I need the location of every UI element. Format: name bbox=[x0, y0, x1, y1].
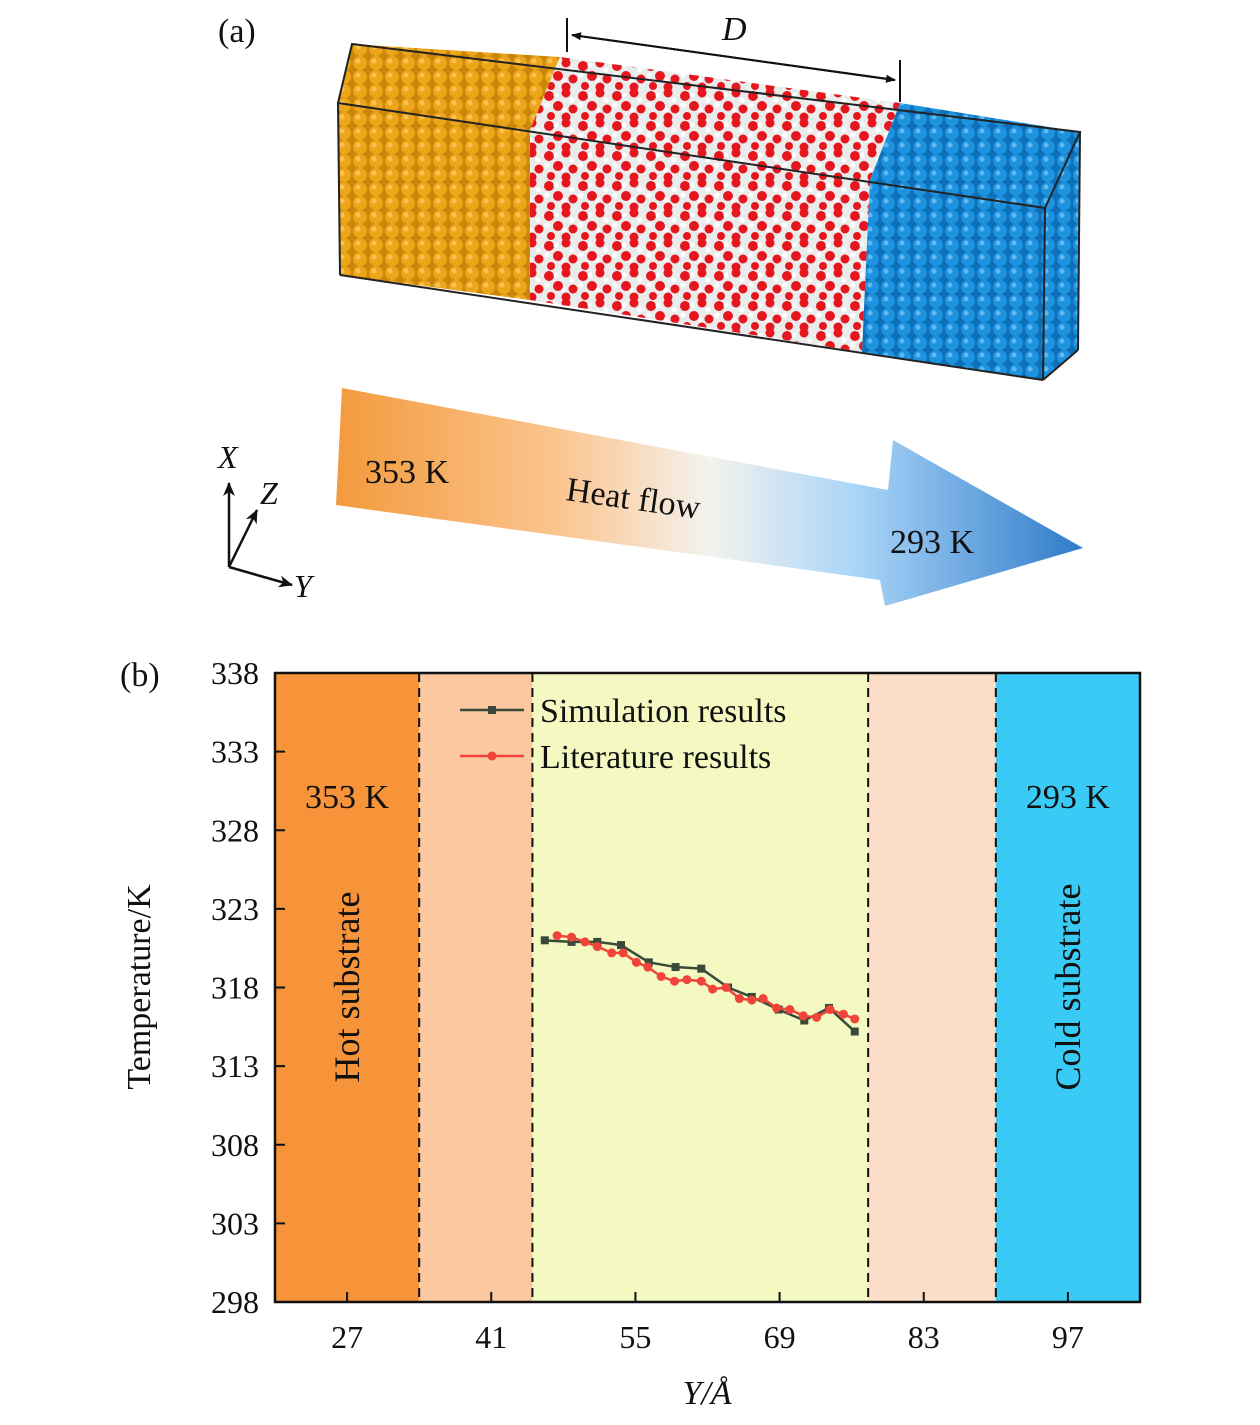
y-tick-label: 303 bbox=[211, 1205, 259, 1241]
data-point bbox=[850, 1027, 859, 1036]
cold-substrate-atoms bbox=[862, 103, 1080, 380]
regions: 353 K Hot substrate 293 K Cold substrate bbox=[275, 673, 1140, 1302]
legend-label: Literature results bbox=[540, 739, 771, 776]
legend-marker bbox=[487, 751, 497, 761]
y-tick-label: 338 bbox=[211, 655, 259, 691]
panel-b: (b) 353 K Hot substrate 293 K Cold substrat… bbox=[120, 655, 1142, 1412]
data-point bbox=[631, 957, 641, 967]
data-point bbox=[593, 937, 602, 946]
data-point bbox=[644, 958, 653, 967]
data-point bbox=[643, 962, 653, 972]
data-point bbox=[697, 964, 706, 973]
y-tick-label: 323 bbox=[211, 891, 259, 927]
series-layer bbox=[540, 931, 860, 1036]
cold-temp-label: 293 K bbox=[890, 524, 975, 561]
data-point bbox=[798, 1011, 808, 1021]
y-axis-label: Temperature/K bbox=[121, 884, 158, 1090]
axis-x-label: X bbox=[216, 439, 239, 475]
heat-flow-arrow: 353 K Heat flow 293 K bbox=[336, 388, 1083, 606]
region-band bbox=[868, 673, 996, 1302]
panel-a: (a) D 353 K Heat flow 293 K bbox=[216, 11, 1083, 606]
data-point bbox=[580, 937, 590, 947]
ticks: 27 41 55 69 83 97 298 303 308 313 318 323 328 333 338 bbox=[211, 655, 1084, 1355]
panel-a-label: (a) bbox=[218, 13, 256, 50]
data-point bbox=[838, 1009, 848, 1019]
region-band bbox=[532, 673, 869, 1302]
data-point bbox=[812, 1012, 822, 1022]
data-point bbox=[771, 1003, 781, 1013]
axes-triad: X Z Y bbox=[216, 439, 315, 604]
y-tick-label: 313 bbox=[211, 1048, 259, 1084]
data-point bbox=[734, 994, 744, 1004]
y-tick-label: 328 bbox=[211, 812, 259, 848]
data-point bbox=[785, 1005, 795, 1015]
data-point bbox=[670, 976, 680, 986]
region-temp-label: 293 K bbox=[1026, 779, 1111, 816]
data-point bbox=[825, 1005, 835, 1015]
data-point bbox=[758, 994, 768, 1004]
hot-substrate-atoms bbox=[338, 44, 560, 300]
data-point bbox=[592, 942, 602, 952]
data-point bbox=[671, 963, 680, 972]
data-point bbox=[607, 948, 617, 958]
water-atoms bbox=[530, 57, 900, 352]
data-point bbox=[617, 941, 625, 950]
data-point bbox=[682, 975, 692, 985]
region-temp-label: 353 K bbox=[305, 779, 390, 816]
distance-marker: D bbox=[566, 11, 901, 102]
data-point bbox=[747, 995, 757, 1005]
hot-temp-label: 353 K bbox=[365, 454, 450, 491]
axis-y-label: Y bbox=[294, 568, 315, 604]
simulation-box bbox=[336, 42, 1082, 381]
region-band bbox=[275, 673, 420, 1302]
data-point bbox=[696, 976, 706, 986]
y-tick-label: 333 bbox=[211, 734, 259, 770]
y-tick-label: 298 bbox=[211, 1284, 259, 1320]
y-tick-label: 318 bbox=[211, 970, 259, 1006]
x-tick-label: 69 bbox=[764, 1319, 796, 1355]
data-point bbox=[656, 971, 666, 981]
x-tick-label: 55 bbox=[619, 1319, 651, 1355]
x-tick-label: 41 bbox=[475, 1319, 507, 1355]
data-point bbox=[721, 983, 731, 992]
x-tick-label: 27 bbox=[331, 1319, 363, 1355]
x-tick-label: 83 bbox=[908, 1319, 940, 1355]
region-label: Hot substrate bbox=[327, 892, 367, 1083]
region-label: Cold substrate bbox=[1048, 884, 1088, 1091]
distance-label: D bbox=[721, 11, 747, 48]
data-point bbox=[850, 1014, 860, 1024]
data-point bbox=[552, 931, 562, 941]
legend-marker bbox=[488, 706, 496, 714]
data-point bbox=[540, 936, 549, 945]
y-tick-label: 308 bbox=[211, 1127, 259, 1163]
x-axis-label: Y/Å bbox=[682, 1375, 731, 1412]
panel-b-label: (b) bbox=[120, 657, 160, 694]
axis-z-label: Z bbox=[260, 475, 279, 511]
legend: Simulation results Literature results bbox=[460, 693, 787, 776]
x-tick-label: 97 bbox=[1052, 1319, 1084, 1355]
data-point bbox=[567, 932, 577, 942]
legend-label: Simulation results bbox=[540, 693, 787, 730]
data-point bbox=[567, 937, 576, 946]
region-band bbox=[419, 673, 533, 1302]
data-point bbox=[800, 1016, 809, 1025]
data-point bbox=[708, 984, 718, 994]
region-band bbox=[995, 673, 1140, 1302]
data-point bbox=[618, 948, 628, 958]
